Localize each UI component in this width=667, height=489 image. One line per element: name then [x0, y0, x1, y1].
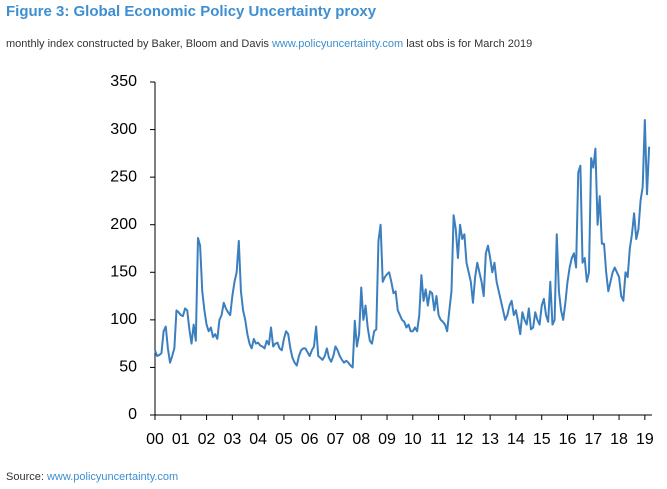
y-tick-label: 350 — [110, 73, 137, 90]
source: Source: www.policyuncertainty.com — [6, 471, 178, 483]
x-tick-label: 08 — [352, 431, 370, 448]
x-tick-label: 02 — [198, 431, 216, 448]
y-tick-label: 0 — [128, 406, 137, 423]
x-tick-label: 07 — [327, 431, 345, 448]
x-tick-label: 11 — [430, 431, 447, 448]
y-tick-label: 50 — [119, 359, 137, 376]
chart-title: Figure 3: Global Economic Policy Uncerta… — [6, 3, 377, 20]
y-tick-label: 300 — [110, 121, 137, 138]
x-tick-label: 14 — [507, 431, 525, 448]
x-tick-label: 13 — [481, 431, 499, 448]
x-tick-label: 15 — [533, 431, 551, 448]
x-tick-label: 10 — [404, 431, 422, 448]
y-tick-label: 250 — [110, 168, 137, 185]
x-tick-label: 17 — [584, 431, 602, 448]
subtitle: monthly index constructed by Baker, Bloo… — [6, 38, 532, 50]
y-tick-label: 100 — [110, 311, 137, 328]
x-tick-label: 19 — [636, 431, 654, 448]
x-tick-label: 01 — [172, 431, 190, 448]
x-tick-label: 03 — [223, 431, 241, 448]
x-tick-label: 06 — [301, 431, 319, 448]
subtitle-text: monthly index constructed by Baker, Bloo… — [6, 38, 269, 50]
x-tick-label: 18 — [610, 431, 628, 448]
subtitle-text: last obs is for March 2019 — [406, 38, 532, 50]
subtitle-link[interactable]: www.policyuncertainty.com — [271, 38, 403, 50]
source-label: Source: — [6, 471, 44, 483]
y-tick-label: 200 — [110, 216, 137, 233]
x-tick-label: 09 — [378, 431, 396, 448]
source-link[interactable]: www.policyuncertainty.com — [46, 471, 178, 483]
x-tick-label: 00 — [146, 431, 164, 448]
x-tick-label: 16 — [559, 431, 577, 448]
x-tick-label: 05 — [275, 431, 293, 448]
series-line — [154, 119, 651, 369]
x-tick-label: 12 — [455, 431, 473, 448]
y-tick-label: 150 — [110, 264, 137, 281]
x-tick-label: 04 — [249, 431, 267, 448]
